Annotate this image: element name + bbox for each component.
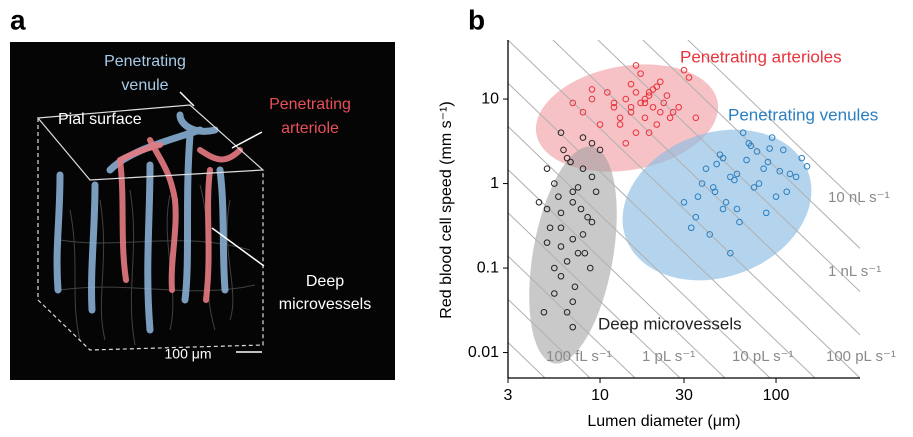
y-tick-label: 0.1 (477, 259, 499, 276)
x-tick-label: 3 (504, 387, 513, 404)
series-label: Deep microvessels (598, 314, 742, 333)
x-tick-label: 10 (591, 387, 609, 404)
image-label: arteriole (281, 120, 339, 137)
figure: a b (0, 0, 913, 437)
flow-label: 1 nL s⁻¹ (828, 263, 881, 280)
flow-label: 10 nL s⁻¹ (828, 189, 890, 206)
image-label: Penetrating (269, 96, 351, 113)
panel-label: b (468, 4, 485, 35)
image-label: Deep (306, 273, 344, 290)
flow-label: 10 pL s⁻¹ (732, 348, 794, 365)
image-label: microvessels (279, 296, 371, 313)
image-label: Penetrating (104, 53, 186, 70)
y-tick-label: 1 (490, 175, 499, 192)
image-label: Pial surface (58, 111, 142, 128)
series-label: Penetrating arterioles (680, 47, 842, 66)
flow-label: 100 pL s⁻¹ (826, 348, 896, 365)
image-label: venule (121, 77, 168, 94)
y-axis-label: Red blood cell speed (mm s⁻¹) (438, 101, 455, 318)
y-tick-label: 0.01 (468, 344, 499, 361)
microscopy-image: Penetrating venule Pial surface Penetrat… (10, 42, 395, 380)
x-tick-label: 100 (763, 387, 790, 404)
flow-label: 1 pL s⁻¹ (642, 348, 695, 365)
y-tick-label: 10 (481, 90, 499, 107)
data-point (536, 200, 542, 206)
panel-label: a (10, 4, 26, 35)
x-axis-label: Lumen diameter (μm) (587, 413, 740, 430)
scale-bar-label: 100 μm (165, 346, 212, 362)
series-label: Penetrating venules (728, 105, 878, 124)
flow-label: 100 fL s⁻¹ (546, 348, 612, 365)
data-point (544, 166, 550, 172)
x-tick-label: 30 (675, 387, 693, 404)
